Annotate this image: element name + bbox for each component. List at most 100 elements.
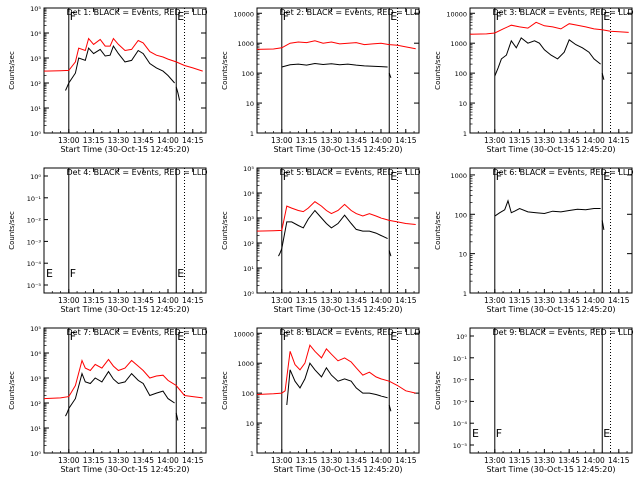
x-tick-label: 13:00 bbox=[484, 456, 506, 465]
y-tick-label: 10000 bbox=[233, 330, 254, 338]
f-marker: F bbox=[496, 170, 502, 183]
f-marker: F bbox=[283, 330, 289, 343]
x-tick-label: 13:00 bbox=[484, 296, 506, 305]
y-tick-label: 10⁵ bbox=[30, 5, 41, 13]
y-tick-label: 100 bbox=[242, 70, 254, 78]
x-tick-label: 14:00 bbox=[157, 456, 179, 465]
x-tick-label: 13:30 bbox=[321, 456, 343, 465]
y-tick-label: 1000 bbox=[450, 40, 467, 48]
y-tick-label: 10000 bbox=[233, 10, 254, 18]
y-tick-label: 10⁴ bbox=[30, 350, 41, 358]
y-tick-label: 10⁻¹ bbox=[27, 195, 42, 203]
events-series-line-1 bbox=[65, 370, 175, 417]
e-marker: E bbox=[177, 10, 184, 23]
panel-title: Det 5: BLACK = Events, RED = LLD bbox=[280, 168, 421, 177]
y-axis-label: Counts/sec bbox=[8, 51, 16, 90]
plot-frame bbox=[256, 327, 420, 454]
y-tick-label: 10³ bbox=[30, 375, 41, 383]
y-axis-label: Counts/sec bbox=[221, 51, 229, 90]
y-tick-label: 10¹ bbox=[30, 105, 41, 113]
lld-series-line-0 bbox=[43, 37, 203, 72]
y-tick-label: 10⁻⁵ bbox=[27, 282, 42, 290]
events-series-line-1 bbox=[278, 209, 388, 257]
panel-title: Det 4: BLACK = Events, RED = LLD bbox=[67, 168, 208, 177]
y-tick-label: 10³ bbox=[30, 55, 41, 63]
x-tick-label: 13:45 bbox=[345, 296, 367, 305]
x-tick-label: 13:45 bbox=[558, 296, 580, 305]
panel-title: Det 2: BLACK = Events, RED = LLD bbox=[280, 8, 421, 17]
e-marker: E bbox=[603, 427, 610, 440]
x-tick-label: 13:00 bbox=[484, 136, 506, 145]
x-tick-label: 13:15 bbox=[83, 296, 105, 305]
x-axis-label: Start Time (30-Oct-15 12:45:20) bbox=[273, 305, 402, 314]
f-marker: F bbox=[70, 267, 76, 280]
x-tick-label: 14:00 bbox=[370, 456, 392, 465]
e-marker: E bbox=[390, 330, 397, 343]
y-tick-label: 10² bbox=[243, 240, 254, 248]
e-marker: E bbox=[603, 170, 610, 183]
events-series-line-1 bbox=[286, 362, 388, 406]
y-tick-label: 10⁻³ bbox=[453, 398, 468, 406]
y-tick-label: 1000 bbox=[237, 40, 254, 48]
lld-series-line-0 bbox=[469, 21, 629, 35]
x-tick-label: 14:00 bbox=[370, 296, 392, 305]
plot-frame bbox=[43, 7, 207, 134]
y-axis-label: Counts/sec bbox=[8, 371, 16, 410]
x-tick-label: 13:00 bbox=[58, 456, 80, 465]
events-series-line-2 bbox=[175, 412, 179, 421]
f-marker: F bbox=[283, 170, 289, 183]
x-tick-label: 13:15 bbox=[296, 296, 318, 305]
x-tick-label: 13:00 bbox=[58, 136, 80, 145]
x-tick-label: 14:00 bbox=[583, 136, 605, 145]
y-tick-label: 10⁻⁵ bbox=[453, 442, 468, 450]
x-axis-label: Start Time (30-Oct-15 12:45:20) bbox=[60, 305, 189, 314]
x-tick-label: 14:15 bbox=[395, 296, 417, 305]
x-tick-label: 14:15 bbox=[608, 456, 630, 465]
x-axis-label: Start Time (30-Oct-15 12:45:20) bbox=[60, 465, 189, 474]
lld-series-line-0 bbox=[43, 358, 203, 400]
e-marker: E bbox=[603, 10, 610, 23]
x-axis-label: Start Time (30-Oct-15 12:45:20) bbox=[273, 145, 402, 154]
y-tick-label: 10⁻⁴ bbox=[27, 260, 42, 268]
x-tick-label: 14:00 bbox=[157, 136, 179, 145]
events-series-line-2 bbox=[388, 404, 392, 412]
panel-title: Det 9: BLACK = Events, RED = LLD bbox=[493, 328, 634, 337]
panel-title: Det 3: BLACK = Events, RED = LLD bbox=[493, 8, 634, 17]
x-tick-label: 13:30 bbox=[534, 456, 556, 465]
x-axis-label: Start Time (30-Oct-15 12:45:20) bbox=[486, 305, 615, 314]
lld-series-line-0 bbox=[256, 40, 416, 50]
x-tick-label: 13:15 bbox=[83, 456, 105, 465]
y-tick-label: 10² bbox=[30, 80, 41, 88]
x-tick-label: 13:30 bbox=[321, 296, 343, 305]
y-tick-label: 10⁰ bbox=[243, 290, 254, 298]
y-tick-label: 1000 bbox=[237, 360, 254, 368]
x-tick-label: 13:30 bbox=[108, 456, 130, 465]
plot-frame bbox=[256, 7, 420, 134]
x-tick-label: 13:45 bbox=[132, 296, 154, 305]
y-axis-label: Counts/sec bbox=[434, 211, 442, 250]
x-tick-label: 13:30 bbox=[108, 136, 130, 145]
y-tick-label: 10³ bbox=[243, 215, 254, 223]
y-tick-label: 10⁰ bbox=[30, 173, 41, 181]
panel-title: Det 6: BLACK = Events, RED = LLD bbox=[493, 168, 634, 177]
x-tick-label: 14:00 bbox=[583, 456, 605, 465]
events-series-line-1 bbox=[601, 220, 605, 230]
x-tick-label: 13:15 bbox=[296, 136, 318, 145]
y-tick-label: 1 bbox=[250, 450, 254, 458]
x-tick-label: 13:15 bbox=[83, 136, 105, 145]
events-series-line-2 bbox=[601, 72, 605, 80]
y-tick-label: 10² bbox=[30, 400, 41, 408]
y-tick-label: 1 bbox=[463, 130, 467, 138]
x-tick-label: 13:15 bbox=[509, 296, 531, 305]
x-tick-label: 14:15 bbox=[182, 456, 204, 465]
f-marker: F bbox=[70, 10, 76, 23]
y-tick-label: 10⁻¹ bbox=[453, 355, 468, 363]
detector-panel-9: Det 9: BLACK = Events, RED = LLD 13:00 13:… bbox=[434, 327, 634, 474]
y-tick-label: 10⁵ bbox=[30, 325, 41, 333]
